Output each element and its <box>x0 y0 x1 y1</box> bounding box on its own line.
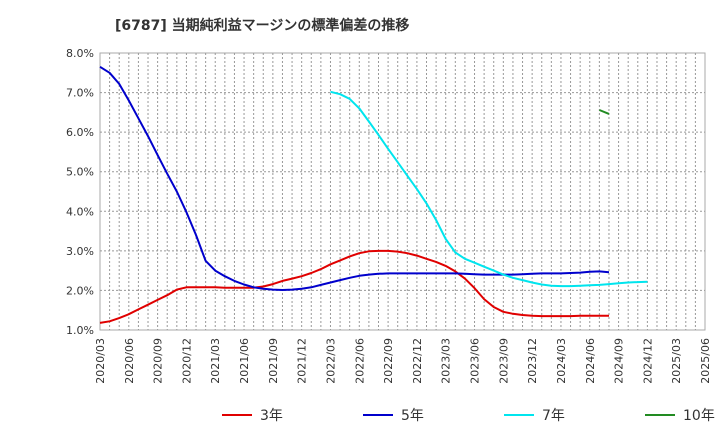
y-tick-label: 6.0% <box>66 126 94 139</box>
x-tick-label: 2022/12 <box>411 338 424 384</box>
series-line-2 <box>99 65 610 291</box>
x-tick-label: 2021/09 <box>267 338 280 384</box>
legend-label-4[interactable]: 10年 <box>683 408 715 424</box>
x-axis: 2020/03 2020/06 2020/09 2020/12 2021/03 2021/… <box>94 338 712 384</box>
y-tick-label: 3.0% <box>66 245 94 258</box>
x-tick-label: 2024/09 <box>613 338 626 384</box>
x-tick-label: 2021/03 <box>209 338 222 384</box>
series-line-4 <box>599 109 610 115</box>
grid <box>100 53 705 330</box>
series-line-1 <box>99 249 609 324</box>
x-tick-label: 2021/06 <box>238 338 251 384</box>
x-tick-label: 2024/03 <box>555 338 568 384</box>
y-axis: 1.0% 2.0% 3.0% 4.0% 5.0% 6.0% 7.0% 8.0% <box>66 47 94 337</box>
y-tick-label: 1.0% <box>66 324 94 337</box>
series-line-3 <box>330 90 648 288</box>
x-tick-label: 2023/09 <box>497 338 510 384</box>
x-tick-label: 2020/09 <box>152 338 165 384</box>
chart-title: [6787] 当期純利益マージンの標準偏差の推移 <box>115 17 409 34</box>
x-tick-label: 2020/12 <box>180 338 193 384</box>
y-tick-label: 8.0% <box>66 47 94 60</box>
legend-label-1[interactable]: 3年 <box>260 408 283 424</box>
x-tick-label: 2024/06 <box>584 338 597 384</box>
legend-label-2[interactable]: 5年 <box>401 408 424 424</box>
x-tick-label: 2024/12 <box>641 338 654 384</box>
x-tick-label: 2023/12 <box>526 338 539 384</box>
plot-area <box>99 52 706 331</box>
x-tick-label: 2022/09 <box>382 338 395 384</box>
y-tick-label: 7.0% <box>66 87 94 100</box>
x-tick-label: 2021/12 <box>296 338 309 384</box>
y-tick-label: 4.0% <box>66 205 94 218</box>
x-tick-label: 2020/03 <box>94 338 107 384</box>
x-tick-label: 2025/03 <box>670 338 683 384</box>
x-tick-label: 2025/06 <box>699 338 712 384</box>
y-tick-label: 5.0% <box>66 166 94 179</box>
x-tick-label: 2023/03 <box>440 338 453 384</box>
y-tick-label: 2.0% <box>66 284 94 297</box>
legend[interactable]: 3年 5年 7年 10年 <box>222 408 715 424</box>
legend-label-3[interactable]: 7年 <box>542 408 565 424</box>
x-tick-label: 2023/06 <box>469 338 482 384</box>
x-tick-label: 2022/06 <box>353 338 366 384</box>
x-tick-label: 2020/06 <box>123 338 136 384</box>
series-lines <box>99 65 648 324</box>
x-tick-label: 2022/03 <box>324 338 337 384</box>
